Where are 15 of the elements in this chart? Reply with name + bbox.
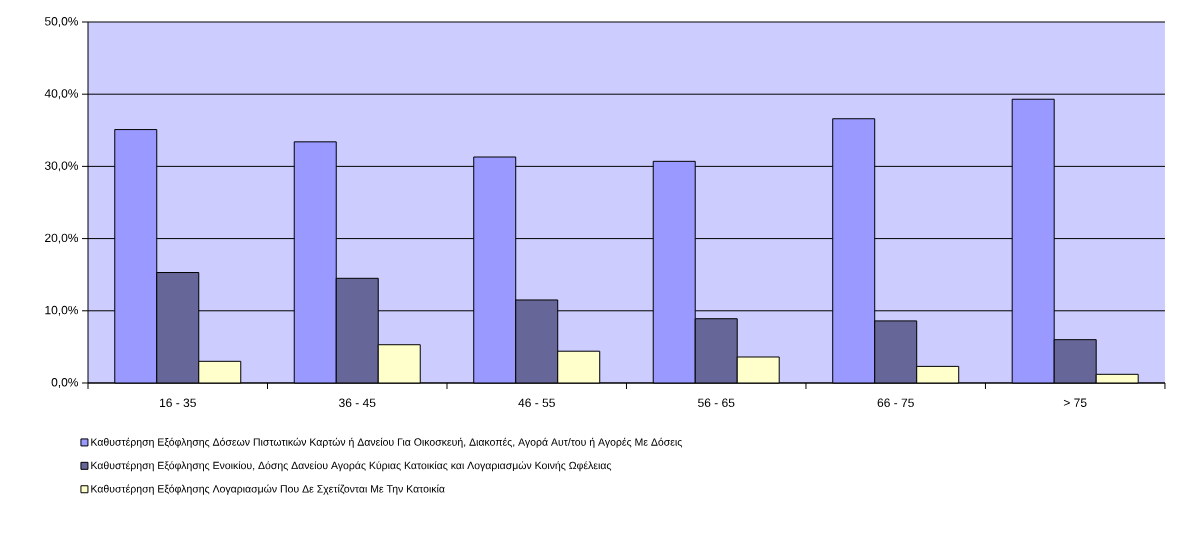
legend-label: Καθυστέρηση Εξόφλησης Δόσεων Πιστωτικών Καρτών ή Δανείου Για Οικοσκευή, Διακοπές, Αγορά Αυτ/του ή Αγορές Με Δόσεις [91, 437, 682, 448]
legend-label: Καθυστέρηση Εξόφλησης Ενοικίου, Δόσης Δανείου Αγοράς Κύριας Κατοικίας και Λογαριασμών Κοινής Ωφέλειας [91, 461, 612, 472]
x-tick-label: > 75 [1063, 398, 1087, 407]
y-tick-label: 20,0% [45, 233, 79, 244]
legend-label: Καθυστέρηση Εξόφλησης Λογαριασμών Που Δε Σχετίζονται Με Την Κατοικία [91, 484, 445, 495]
y-tick-label: 0,0% [51, 378, 79, 388]
y-tick-label: 40,0% [44, 89, 79, 100]
x-tick-label: 16 - 35 [159, 398, 196, 408]
x-tick-label: 56 - 65 [698, 398, 735, 408]
y-tick-label: 30,0% [44, 161, 79, 172]
y-tick-label: 10,0% [45, 305, 79, 316]
y-tick-label: 50,0% [44, 17, 79, 27]
x-tick-label: 46 - 55 [518, 398, 555, 408]
x-tick-label: 66 - 75 [877, 398, 914, 408]
x-tick-label: 36 - 45 [339, 398, 376, 408]
